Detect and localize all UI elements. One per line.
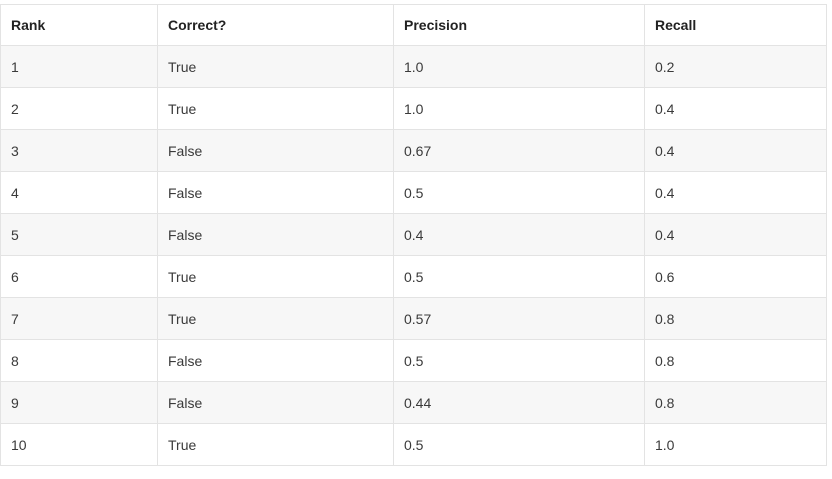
table-row: 5 False 0.4 0.4: [0, 213, 827, 256]
correct-cell: True: [157, 255, 394, 298]
precision-cell: 0.5: [393, 423, 645, 466]
rank-cell: 9: [0, 381, 158, 424]
correct-cell: True: [157, 45, 394, 88]
table-row: 6 True 0.5 0.6: [0, 255, 827, 298]
table-row: 9 False 0.44 0.8: [0, 381, 827, 424]
recall-cell: 0.4: [644, 213, 827, 256]
correct-cell: False: [157, 129, 394, 172]
precision-cell: 0.57: [393, 297, 645, 340]
table-row: 3 False 0.67 0.4: [0, 129, 827, 172]
correct-cell: True: [157, 87, 394, 130]
table-row: 2 True 1.0 0.4: [0, 87, 827, 130]
recall-cell: 0.8: [644, 297, 827, 340]
column-header-precision: Precision: [393, 4, 645, 46]
recall-cell: 0.4: [644, 87, 827, 130]
rank-cell: 6: [0, 255, 158, 298]
rank-cell: 2: [0, 87, 158, 130]
table-row: 10 True 0.5 1.0: [0, 423, 827, 466]
correct-cell: False: [157, 171, 394, 214]
precision-cell: 0.5: [393, 255, 645, 298]
precision-cell: 0.5: [393, 171, 645, 214]
rank-cell: 1: [0, 45, 158, 88]
recall-cell: 1.0: [644, 423, 827, 466]
precision-cell: 0.44: [393, 381, 645, 424]
recall-cell: 0.2: [644, 45, 827, 88]
rank-cell: 10: [0, 423, 158, 466]
table-row: 8 False 0.5 0.8: [0, 339, 827, 382]
precision-cell: 1.0: [393, 87, 645, 130]
precision-cell: 0.5: [393, 339, 645, 382]
precision-cell: 1.0: [393, 45, 645, 88]
table-row: 7 True 0.57 0.8: [0, 297, 827, 340]
column-header-recall: Recall: [644, 4, 827, 46]
precision-cell: 0.4: [393, 213, 645, 256]
recall-cell: 0.8: [644, 339, 827, 382]
correct-cell: False: [157, 381, 394, 424]
rank-cell: 3: [0, 129, 158, 172]
recall-cell: 0.8: [644, 381, 827, 424]
precision-cell: 0.67: [393, 129, 645, 172]
table-header-row: Rank Correct? Precision Recall: [0, 4, 827, 46]
recall-cell: 0.4: [644, 171, 827, 214]
recall-cell: 0.4: [644, 129, 827, 172]
correct-cell: True: [157, 423, 394, 466]
correct-cell: True: [157, 297, 394, 340]
rank-cell: 7: [0, 297, 158, 340]
correct-cell: False: [157, 339, 394, 382]
column-header-rank: Rank: [0, 4, 158, 46]
rank-cell: 4: [0, 171, 158, 214]
recall-cell: 0.6: [644, 255, 827, 298]
correct-cell: False: [157, 213, 394, 256]
rank-cell: 8: [0, 339, 158, 382]
precision-recall-table: Rank Correct? Precision Recall 1 True 1.…: [0, 4, 827, 466]
table-row: 1 True 1.0 0.2: [0, 45, 827, 88]
rank-cell: 5: [0, 213, 158, 256]
column-header-correct: Correct?: [157, 4, 394, 46]
table-row: 4 False 0.5 0.4: [0, 171, 827, 214]
